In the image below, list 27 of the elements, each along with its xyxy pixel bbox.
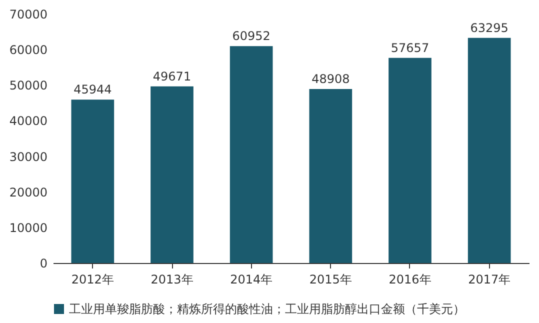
x-tick-label: 2012年 xyxy=(71,272,114,286)
x-tick-label: 2014年 xyxy=(230,272,273,286)
y-tick-label: 20000 xyxy=(9,185,48,200)
bar xyxy=(150,86,194,263)
data-label: 57657 xyxy=(390,40,430,55)
bar xyxy=(309,89,352,263)
data-label: 48908 xyxy=(312,72,350,86)
bar xyxy=(388,58,432,263)
y-tick-label: 10000 xyxy=(9,220,48,235)
x-tick-label: 2015年 xyxy=(309,272,352,286)
x-tick-label: 2016年 xyxy=(388,272,432,286)
y-tick-label: 60000 xyxy=(9,43,48,58)
x-tick-label: 2017年 xyxy=(468,272,511,286)
y-tick-label: 40000 xyxy=(9,114,48,128)
data-label: 63295 xyxy=(470,20,508,35)
y-tick-label: 30000 xyxy=(9,150,48,164)
bar xyxy=(230,46,273,263)
bar xyxy=(468,38,511,263)
bar xyxy=(71,100,114,263)
legend-label: 工业用单羧脂肪酸；精炼所得的酸性油；工业用脂肪醇出口金额（千美元） xyxy=(69,302,465,316)
y-tick-label: 0 xyxy=(40,256,48,270)
data-label: 45944 xyxy=(74,82,112,97)
y-tick-label: 50000 xyxy=(9,78,48,93)
y-tick-label: 70000 xyxy=(9,8,48,22)
data-label: 49671 xyxy=(152,69,192,84)
x-tick-label: 2013年 xyxy=(150,272,194,286)
data-label: 60952 xyxy=(232,29,270,44)
